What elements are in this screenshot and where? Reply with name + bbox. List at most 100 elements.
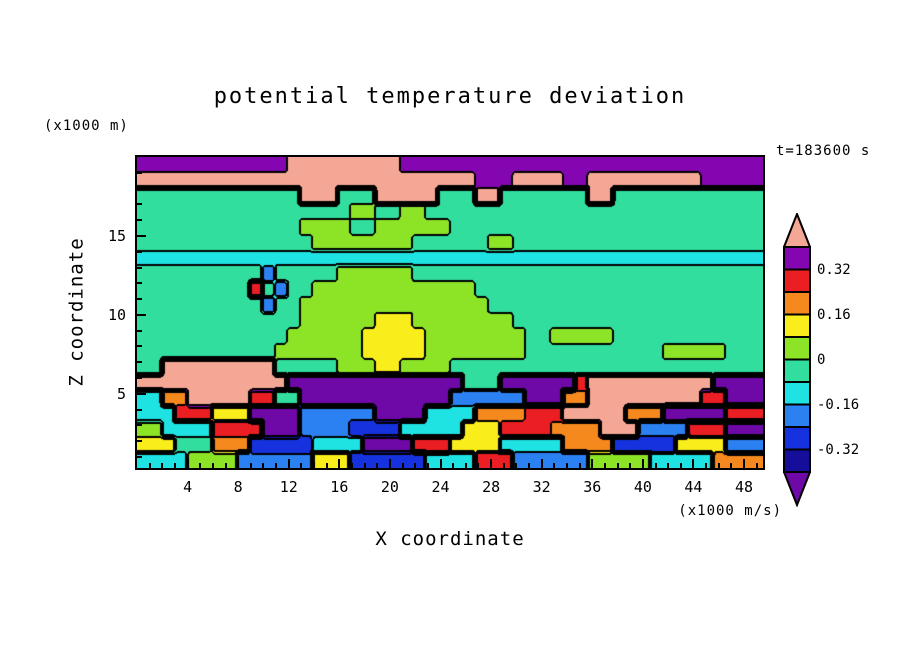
tick-mark	[515, 463, 518, 468]
tick-mark	[137, 187, 142, 190]
colorbar-segment	[783, 336, 811, 361]
y-axis-title: Z coordinate	[65, 237, 88, 387]
y-axis-unit-note: (x1000 m)	[44, 118, 129, 134]
tick-mark	[275, 463, 278, 468]
colorbar-tick-label: 0.16	[817, 306, 851, 323]
tick-mark	[199, 463, 202, 468]
tick-mark	[692, 459, 695, 468]
tick-mark	[743, 459, 746, 468]
x-tick-label: 28	[482, 478, 501, 496]
tick-mark	[137, 424, 142, 427]
colorbar-tick-label: 0	[817, 351, 826, 368]
colorbar-tick-label: -0.16	[817, 396, 860, 413]
tick-mark	[502, 463, 505, 468]
tick-mark	[287, 459, 290, 468]
x-tick-label: 36	[583, 478, 602, 496]
y-tick-label: 5	[116, 384, 126, 403]
tick-mark	[717, 463, 720, 468]
y-axis-tick-labels: 5 10 15	[84, 157, 126, 468]
colorbar-segment	[783, 246, 811, 271]
y-tick-label: 10	[107, 305, 126, 324]
tick-mark	[591, 459, 594, 468]
tick-mark	[667, 463, 670, 468]
tick-mark	[578, 463, 581, 468]
chart-title: potential temperature deviation	[213, 84, 687, 109]
tick-mark	[148, 463, 151, 468]
tick-mark	[137, 203, 142, 206]
tick-mark	[137, 282, 142, 285]
tick-mark	[262, 463, 265, 468]
tick-mark	[137, 250, 142, 253]
tick-mark	[477, 463, 480, 468]
colorbar-tick-label: 0.32	[817, 261, 851, 278]
colorbar	[782, 211, 812, 508]
tick-mark	[137, 266, 142, 269]
x-tick-label: 16	[330, 478, 349, 496]
tick-mark	[249, 463, 252, 468]
tick-mark	[137, 234, 146, 237]
tick-mark	[137, 440, 142, 443]
tick-mark	[528, 463, 531, 468]
tick-mark	[414, 463, 417, 468]
x-axis-unit-note: (x1000 m/s)	[678, 503, 782, 519]
colorbar-segment	[783, 403, 811, 428]
tick-mark	[388, 459, 391, 468]
tick-mark	[137, 345, 142, 348]
tick-mark	[211, 463, 214, 468]
tick-mark	[137, 329, 142, 332]
tick-mark	[137, 392, 146, 395]
heatmap-field	[137, 157, 763, 468]
tick-mark	[629, 463, 632, 468]
x-tick-label: 12	[279, 478, 298, 496]
colorbar-segment	[783, 313, 811, 338]
tick-mark	[464, 463, 467, 468]
tick-mark	[376, 463, 379, 468]
tick-mark	[755, 463, 758, 468]
tick-mark	[565, 463, 568, 468]
tick-mark	[224, 463, 227, 468]
tick-mark	[161, 463, 164, 468]
tick-mark	[137, 313, 146, 316]
tick-mark	[137, 171, 142, 174]
tick-mark	[490, 459, 493, 468]
colorbar-segment	[783, 358, 811, 383]
colorbar-bottom-cap	[782, 471, 812, 508]
tick-mark	[540, 459, 543, 468]
x-tick-label: 4	[183, 478, 193, 496]
tick-mark	[654, 463, 657, 468]
x-tick-label: 20	[380, 478, 399, 496]
tick-mark	[426, 463, 429, 468]
x-tick-label: 32	[532, 478, 551, 496]
y-tick-label: 15	[107, 226, 126, 245]
colorbar-svg	[782, 211, 812, 508]
plot-frame	[135, 155, 765, 470]
x-tick-label: 24	[431, 478, 450, 496]
tick-mark	[137, 377, 142, 379]
tick-mark	[553, 463, 556, 468]
tick-mark	[401, 463, 404, 468]
colorbar-top-cap	[782, 211, 812, 248]
tick-mark	[439, 459, 442, 468]
tick-mark	[641, 459, 644, 468]
tick-mark	[350, 463, 353, 468]
tick-mark	[338, 459, 341, 468]
colorbar-segment	[783, 268, 811, 293]
tick-mark	[705, 463, 708, 468]
x-tick-label: 44	[684, 478, 703, 496]
tick-mark	[313, 463, 316, 468]
tick-mark	[300, 463, 303, 468]
colorbar-segment	[783, 448, 811, 473]
x-axis-title: X coordinate	[375, 528, 525, 550]
tick-mark	[730, 463, 733, 468]
tick-mark	[452, 463, 455, 468]
x-axis-tick-labels: 4 8 12 16 20 24 28 32 36 40 44 48	[137, 478, 763, 498]
tick-mark	[616, 463, 619, 468]
tick-mark	[603, 463, 606, 468]
x-tick-label: 48	[734, 478, 754, 496]
tick-mark	[137, 361, 142, 364]
colorbar-segment	[783, 291, 811, 316]
tick-mark	[363, 463, 366, 468]
colorbar-segment	[783, 426, 811, 451]
x-tick-label: 40	[633, 478, 652, 496]
